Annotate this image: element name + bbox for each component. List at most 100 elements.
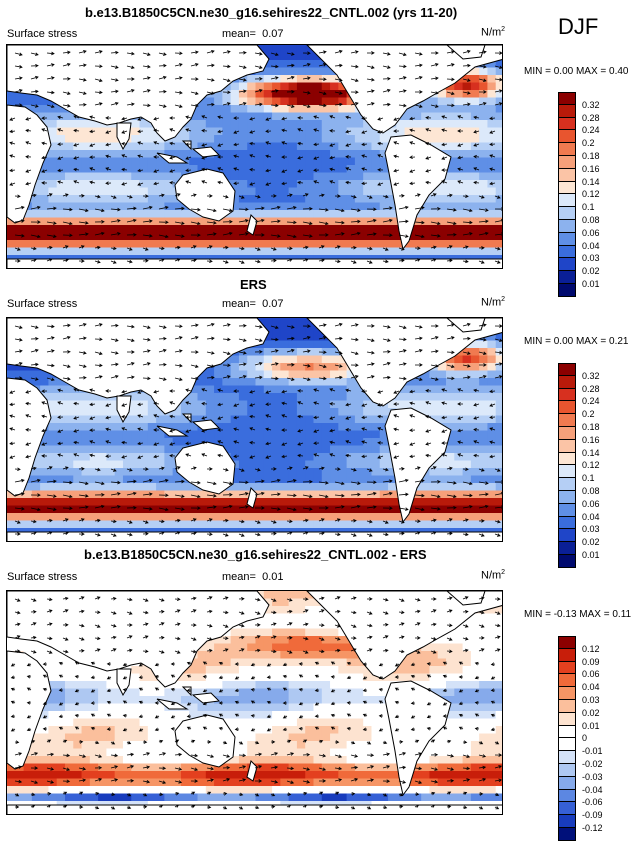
panel-1-map <box>6 44 503 269</box>
colorbar-label: -0.01 <box>582 746 603 756</box>
colorbar-swatch <box>558 478 576 491</box>
colorbar-label: 0.03 <box>582 695 600 705</box>
colorbar-label: 0.24 <box>582 396 600 406</box>
colorbar-swatch <box>558 246 576 259</box>
colorbar-swatch <box>558 207 576 220</box>
colorbar-label: 0.28 <box>582 384 600 394</box>
colorbar-swatch <box>558 271 576 284</box>
colorbar-swatch <box>558 726 576 739</box>
colorbar-label: 0.14 <box>582 448 600 458</box>
colorbar-label: 0.01 <box>582 721 600 731</box>
colorbar-swatch <box>558 92 576 105</box>
colorbar-label: 0.16 <box>582 164 600 174</box>
panel-3-map <box>6 590 503 815</box>
colorbar-label: 0.09 <box>582 657 600 667</box>
colorbar-label: 0.32 <box>582 371 600 381</box>
colorbar-swatch <box>558 182 576 195</box>
colorbar-label: 0.02 <box>582 537 600 547</box>
colorbar-swatch <box>558 427 576 440</box>
colorbar-label: 0.1 <box>582 202 595 212</box>
colorbar-swatch <box>558 130 576 143</box>
colorbar-label: 0.01 <box>582 550 600 560</box>
colorbar-swatch <box>558 674 576 687</box>
colorbar-swatch <box>558 713 576 726</box>
colorbar-label: 0.24 <box>582 125 600 135</box>
panel-2-mean: mean= 0.07 <box>222 298 284 310</box>
colorbar-label: 0.02 <box>582 266 600 276</box>
colorbar-swatch <box>558 517 576 530</box>
colorbar-label: 0.28 <box>582 113 600 123</box>
colorbar-swatch <box>558 802 576 815</box>
panel-1-mean: mean= 0.07 <box>222 28 284 40</box>
colorbar-swatch <box>558 529 576 542</box>
colorbar-swatch <box>558 194 576 207</box>
colorbar-label: 0.04 <box>582 241 600 251</box>
colorbar-label: 0.04 <box>582 512 600 522</box>
colorbar-label: -0.06 <box>582 797 603 807</box>
colorbar-label: 0.06 <box>582 499 600 509</box>
landmass <box>7 532 503 542</box>
colorbar-label: 0.32 <box>582 100 600 110</box>
colorbar-swatch <box>558 790 576 803</box>
colorbar-swatch <box>558 363 576 376</box>
colorbar-swatch <box>558 401 576 414</box>
colorbar-swatch <box>558 491 576 504</box>
colorbar-swatch <box>558 828 576 841</box>
panel-1-units: N/m2 <box>481 26 505 39</box>
map-canvas <box>7 318 503 542</box>
colorbar-label: 0.08 <box>582 486 600 496</box>
colorbar-swatch <box>558 649 576 662</box>
colorbar-swatch <box>558 233 576 246</box>
colorbar-swatch <box>558 220 576 233</box>
colorbar-label: 0.04 <box>582 682 600 692</box>
colorbar-swatch <box>558 376 576 389</box>
panel-3-minmax: MIN = -0.13 MAX = 0.11 <box>524 609 631 620</box>
panel-2-map <box>6 317 503 542</box>
colorbar-swatch <box>558 555 576 568</box>
colorbar-swatch <box>558 751 576 764</box>
colorbar-label: 0.06 <box>582 228 600 238</box>
season-label: DJF <box>558 14 598 40</box>
panel-2-title: ERS <box>240 277 267 292</box>
map-canvas <box>7 591 503 815</box>
colorbar-swatch <box>558 156 576 169</box>
colorbar-label: 0 <box>582 733 587 743</box>
colorbar-label: 0.16 <box>582 435 600 445</box>
colorbar-swatch <box>558 504 576 517</box>
colorbar-swatch <box>558 414 576 427</box>
colorbar-swatch <box>558 284 576 297</box>
colorbar-label: 0.12 <box>582 189 600 199</box>
colorbar-label: 0.06 <box>582 669 600 679</box>
colorbar-label: 0.18 <box>582 422 600 432</box>
panel-3-mean: mean= 0.01 <box>222 571 284 583</box>
panel-1-minmax: MIN = 0.00 MAX = 0.40 <box>524 66 629 77</box>
colorbar-label: 0.02 <box>582 708 600 718</box>
colorbar-swatch <box>558 143 576 156</box>
colorbar-swatch <box>558 662 576 675</box>
colorbar-swatch <box>558 118 576 131</box>
colorbar-label: 0.1 <box>582 473 595 483</box>
panel-2-variable: Surface stress <box>7 298 77 310</box>
panel-3-title: b.e13.B1850C5CN.ne30_g16.sehires22_CNTL.… <box>84 547 427 562</box>
colorbar-label: 0.2 <box>582 409 595 419</box>
colorbar-label: -0.03 <box>582 772 603 782</box>
colorbar-swatch <box>558 687 576 700</box>
colorbar-swatch <box>558 440 576 453</box>
colorbar-label: 0.12 <box>582 460 600 470</box>
colorbar-swatch <box>558 258 576 271</box>
map-canvas <box>7 45 503 269</box>
colorbar-swatch <box>558 389 576 402</box>
colorbar-label: 0.03 <box>582 524 600 534</box>
colorbar-label: 0.08 <box>582 215 600 225</box>
colorbar-label: 0.18 <box>582 151 600 161</box>
colorbar-swatch <box>558 169 576 182</box>
colorbar-swatch <box>558 636 576 649</box>
colorbar-swatch <box>558 777 576 790</box>
colorbar-label: 0.12 <box>582 644 600 654</box>
panel-1-variable: Surface stress <box>7 28 77 40</box>
panel-1-title: b.e13.B1850C5CN.ne30_g16.sehires22_CNTL.… <box>85 5 457 20</box>
colorbar-swatch <box>558 738 576 751</box>
colorbar-label: 0.2 <box>582 138 595 148</box>
colorbar-label: -0.02 <box>582 759 603 769</box>
panel-2-units: N/m2 <box>481 296 505 309</box>
